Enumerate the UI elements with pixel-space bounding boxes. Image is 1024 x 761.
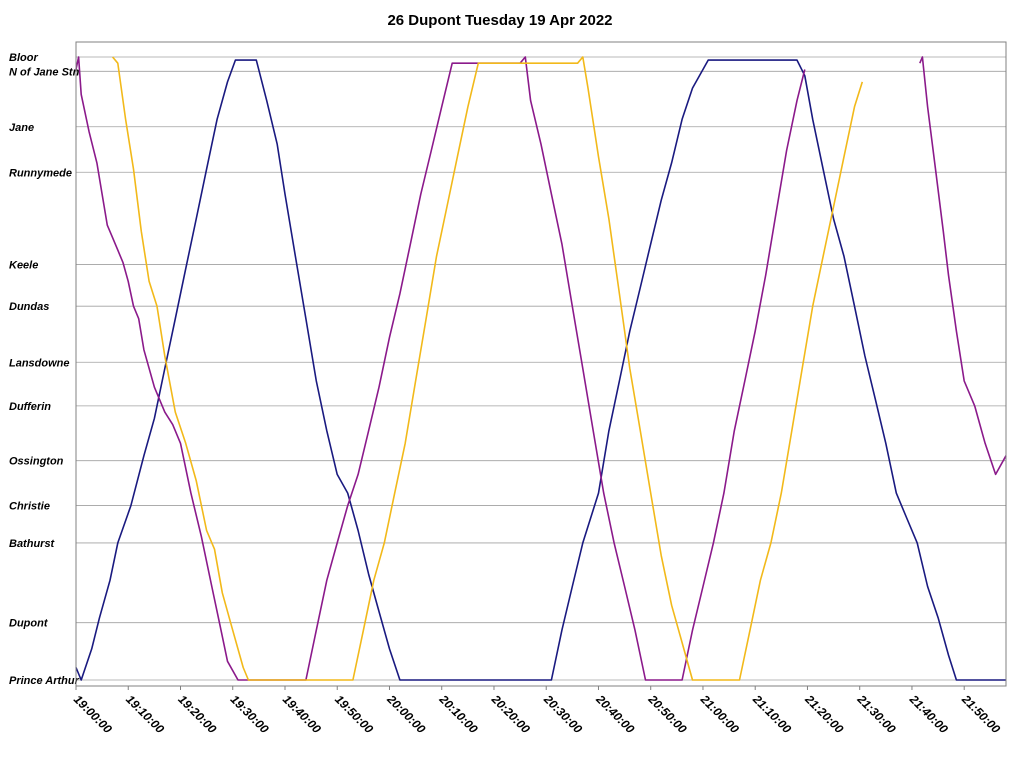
y-label-ossington: Ossington: [9, 456, 64, 468]
y-axis-labels: Bloor N of Jane Stn Jane Runnymede Keele Dund…: [9, 52, 80, 687]
y-label-lansdowne: Lansdowne: [9, 357, 70, 369]
trip-line-navy-0: [75, 59, 1006, 681]
chart-title: 26 Dupont Tuesday 19 Apr 2022: [387, 12, 612, 29]
x-tick-label: 20:00:00: [384, 692, 429, 737]
x-tick-label: 21:10:00: [749, 692, 794, 737]
y-label-bloor: Bloor: [9, 52, 38, 64]
trip-line-gold-3: [111, 56, 864, 681]
x-tick-label: 20:30:00: [540, 692, 585, 737]
x-tick-label: 21:50:00: [958, 692, 1003, 737]
y-label-dufferin: Dufferin: [9, 401, 51, 413]
x-tick-label: 21:20:00: [802, 692, 847, 737]
x-tick-label: 21:30:00: [854, 692, 899, 737]
gridlines: [76, 56, 1006, 681]
y-label-keele: Keele: [9, 259, 38, 271]
x-tick-label: 21:00:00: [697, 692, 742, 737]
trip-line-purple-1: [75, 56, 806, 681]
x-tick-label: 20:10:00: [436, 692, 481, 737]
x-tick-label: 20:40:00: [593, 692, 638, 737]
x-tick-label: 21:40:00: [906, 692, 951, 737]
y-label-prince-arthur: Prince Arthur: [9, 675, 80, 687]
y-label-n-of-jane-stn: N of Jane Stn: [9, 66, 80, 78]
series-lines: [75, 56, 1007, 681]
x-tick-label: 19:30:00: [228, 692, 272, 736]
y-label-christie: Christie: [9, 501, 50, 513]
x-tick-label: 19:00:00: [71, 692, 115, 736]
x-tick-label: 20:20:00: [488, 692, 533, 737]
y-label-dundas: Dundas: [9, 301, 49, 313]
x-axis-labels: 19:00:00 19:10:00 19:20:00 19:30:00 19:40:00…: [71, 686, 1003, 736]
x-tick-label: 19:50:00: [332, 692, 376, 736]
x-tick-label: 19:10:00: [123, 692, 167, 736]
x-tick-label: 19:20:00: [175, 692, 219, 736]
x-tick-label: 20:50:00: [645, 692, 690, 737]
y-label-jane: Jane: [9, 122, 34, 134]
x-tick-label: 19:40:00: [280, 692, 324, 736]
plot-frame: [75, 41, 1007, 687]
y-label-bathurst: Bathurst: [9, 538, 56, 550]
trip-line-purple-2: [919, 56, 1007, 476]
y-label-runnymede: Runnymede: [9, 167, 72, 179]
y-label-dupont: Dupont: [9, 618, 49, 630]
